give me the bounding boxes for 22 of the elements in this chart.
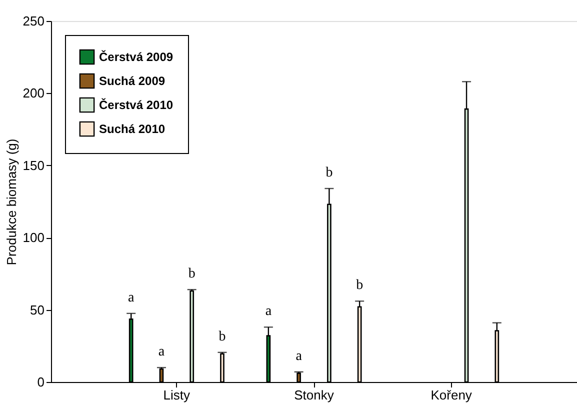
data-label: b: [188, 266, 196, 282]
y-tick-label: 250: [22, 14, 44, 28]
y-axis-title: Produkce biomasy (g): [4, 138, 19, 266]
data-label: b: [218, 329, 226, 344]
data-label: a: [296, 348, 303, 364]
data-label: b: [326, 166, 333, 181]
y-tick-label: 200: [22, 86, 44, 101]
x-tick-label: Listy: [163, 388, 191, 402]
legend-label: Čerstvá 2010: [99, 98, 174, 112]
x-tick-label: Stonky: [294, 388, 334, 402]
legend-label: Suchá 2010: [99, 122, 166, 136]
y-tick-label: 100: [22, 230, 44, 246]
data-label: a: [128, 290, 135, 306]
data-label: a: [265, 304, 272, 320]
data-label: a: [158, 344, 166, 360]
y-tick-label: 0: [37, 374, 44, 390]
y-tick-label: 50: [30, 302, 44, 318]
data-label: b: [356, 278, 364, 294]
legend-label: Čerstvá 2009: [99, 50, 174, 64]
x-tick-label: Kořeny: [430, 388, 472, 402]
legend-label: Suchá 2009: [99, 74, 166, 88]
y-tick-label: 150: [22, 158, 44, 173]
